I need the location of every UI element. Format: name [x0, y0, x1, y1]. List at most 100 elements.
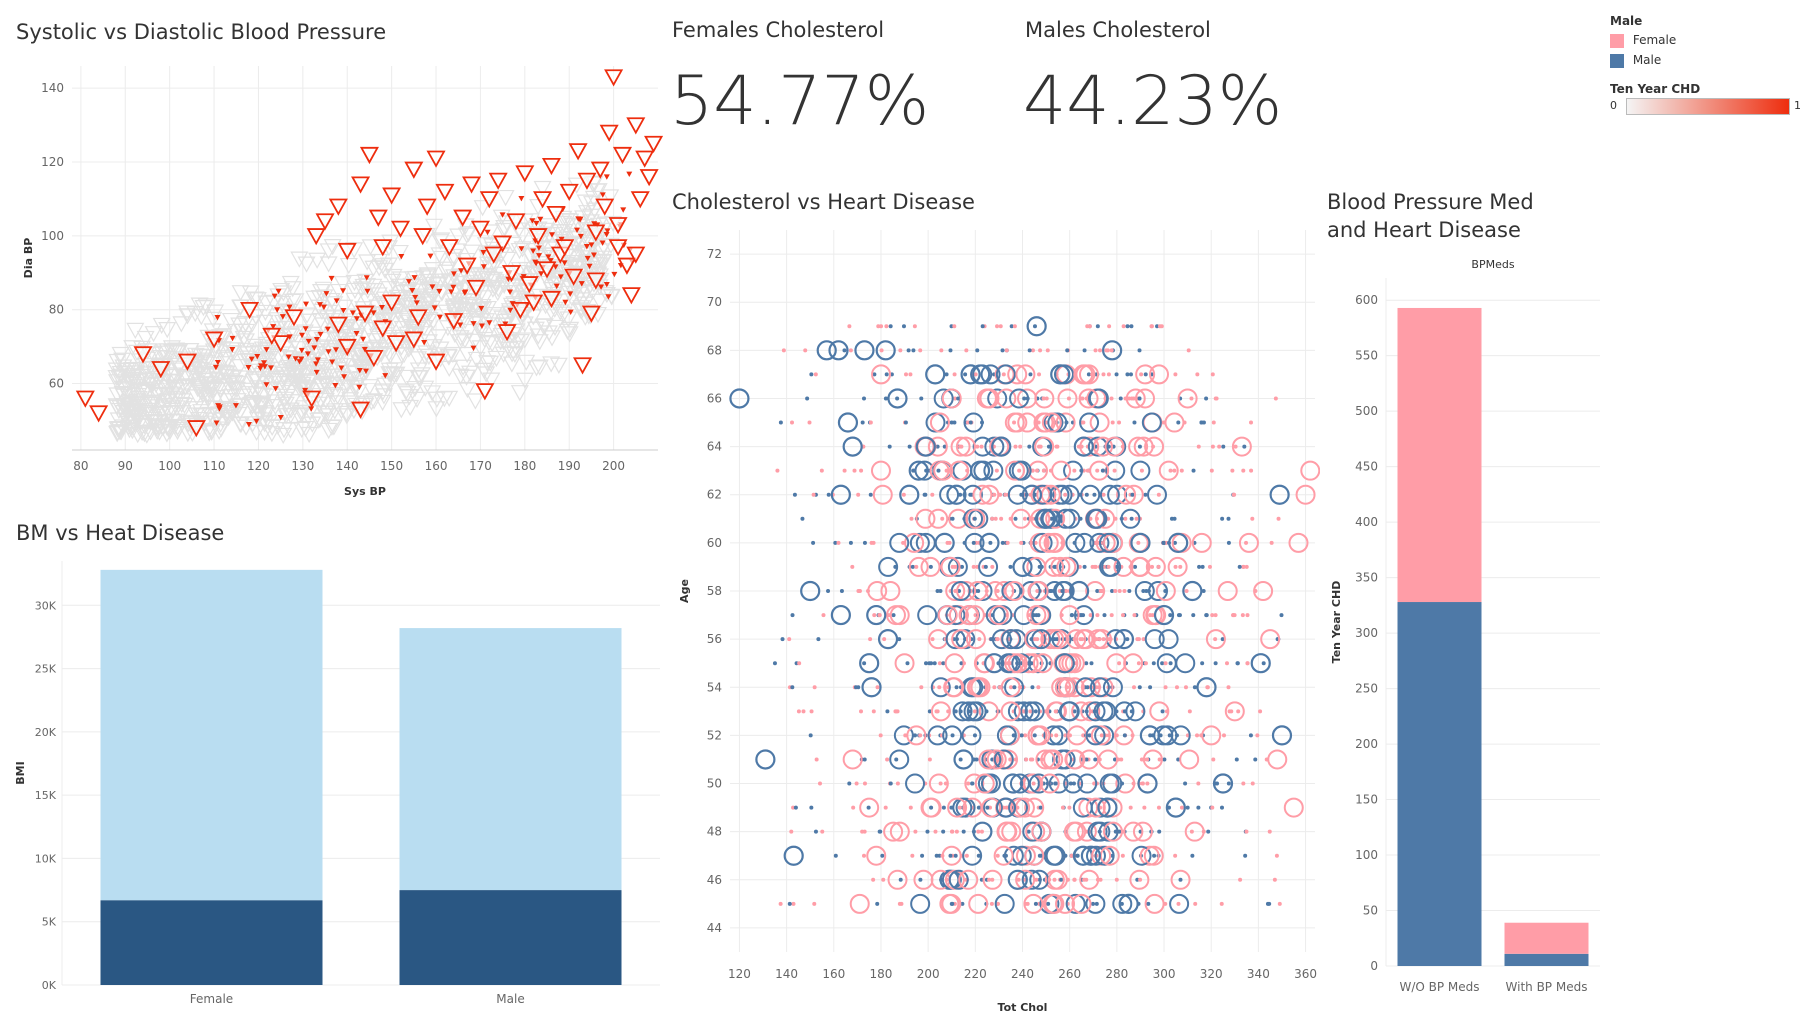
- chol-point-chd1: [1153, 725, 1174, 746]
- bp-point-chd0: [583, 284, 602, 301]
- chol-xtick-300: 300: [1153, 967, 1176, 981]
- bpmeds-xtick-1: With BP Meds: [1506, 980, 1588, 994]
- bp-point-chd1-small: [586, 263, 593, 270]
- bp-point-chd1: [328, 198, 348, 216]
- chol-point-chd0: [1135, 877, 1140, 882]
- chol-point-chd0: [898, 348, 903, 353]
- chol-point-female-chd1: [1158, 460, 1179, 481]
- chol-point-chd0: [1023, 733, 1028, 738]
- chol-point-chd0: [995, 324, 1000, 329]
- chol-point-chd1: [1007, 701, 1028, 722]
- chol-point-chd0: [871, 877, 876, 882]
- bp-point-chd0: [114, 388, 133, 405]
- chol-point-female-chd1: [979, 388, 1000, 409]
- bp-point-chd0: [423, 385, 442, 402]
- bp-point-chd1: [435, 183, 455, 201]
- chol-point-chd0: [1167, 733, 1172, 738]
- bp-point-chd0: [364, 278, 383, 295]
- bpmeds-bar-chart[interactable]: BPMeds0501001502002503003504004505005506…: [1320, 248, 1805, 1011]
- chol-point-male-chd1: [925, 364, 946, 385]
- bp-point-chd0: [547, 272, 566, 289]
- bp-point-chd1-small: [604, 228, 611, 234]
- chol-point-chd1: [1105, 460, 1126, 481]
- chol-point-female-chd1: [988, 605, 1009, 626]
- chol-point-chd0: [918, 733, 923, 738]
- chol-point-female-chd1: [913, 869, 934, 890]
- legend-item-male[interactable]: Male: [1610, 50, 1800, 70]
- chol-point-chd0: [975, 348, 980, 353]
- chol-point-chd0: [812, 685, 817, 690]
- chol-point-chd0: [1036, 685, 1041, 690]
- legend-item-female[interactable]: Female: [1610, 30, 1800, 50]
- chol-point-chd0: [1035, 468, 1040, 473]
- bp-point-chd1-small: [214, 315, 221, 321]
- chol-point-chd0: [1144, 589, 1149, 593]
- bpmeds-ytick-150: 150: [1355, 793, 1378, 807]
- bpmeds-bar-0-male: [1397, 602, 1482, 966]
- chol-point-chd0: [925, 829, 930, 834]
- chol-point-chd0: [888, 781, 893, 786]
- chol-point-chd1: [1015, 869, 1036, 890]
- bmi-chart-title: BM vs Heat Disease: [16, 521, 225, 545]
- chol-point-chd0: [914, 564, 919, 569]
- chol-point-chd0: [927, 757, 932, 762]
- chol-point-chd0: [882, 637, 887, 642]
- bp-point-chd1: [351, 401, 371, 419]
- bpmeds-ylabel: Ten Year CHD: [1330, 581, 1343, 664]
- chol-point-chd0: [1200, 564, 1205, 569]
- bp-point-chd0: [576, 194, 595, 211]
- chol-point-male-chd1: [755, 749, 776, 770]
- chol-point-chd0: [1201, 589, 1206, 593]
- bp-point-chd1: [586, 224, 606, 242]
- bp-point-chd0: [341, 392, 360, 409]
- chol-point-chd0: [1148, 733, 1153, 738]
- bp-point-chd0: [585, 175, 604, 192]
- chol-point-chd0: [1183, 685, 1188, 690]
- chol-point-chd0: [1059, 877, 1064, 882]
- chol-point-chd0: [937, 661, 942, 666]
- chol-point-chd0: [989, 901, 994, 906]
- chol-point-chd1: [1013, 701, 1034, 722]
- chol-point-chd0: [910, 853, 915, 858]
- chol-point-chd0: [1008, 564, 1013, 569]
- chol-point-chd1: [1005, 460, 1026, 481]
- chol-point-chd0: [1207, 564, 1212, 569]
- bp-point-chd1: [559, 183, 579, 201]
- bp-point-chd0: [466, 393, 485, 410]
- chol-point-chd0: [1196, 781, 1201, 786]
- bp-point-chd0: [525, 265, 544, 282]
- bp-point-chd0: [344, 364, 363, 381]
- bp-point-chd0: [312, 340, 331, 357]
- chol-point-chd0: [1201, 420, 1206, 425]
- chol-point-chd0: [787, 637, 792, 642]
- bp-point-chd1-small: [598, 284, 605, 290]
- chol-point-chd1: [1089, 412, 1110, 433]
- chol-point-chd1: [1054, 653, 1075, 674]
- chol-point-female-chd1: [974, 773, 995, 794]
- chol-point-chd1: [1043, 532, 1064, 553]
- bp-scatter-chart[interactable]: 80 90 100 110 120 130 140 150 160 170 180 190 200608…: [0, 58, 665, 508]
- bp-point-chd1: [133, 346, 153, 364]
- bp-point-chd0: [259, 414, 279, 431]
- bp-point-chd0: [207, 343, 226, 360]
- chol-point-female-chd1: [1295, 484, 1316, 505]
- chol-point-chd1: [979, 484, 1000, 505]
- bp-point-chd1: [404, 331, 424, 349]
- chol-point-chd0: [1178, 877, 1183, 882]
- chol-point-chd0: [1123, 516, 1128, 521]
- bp-point-chd0: [396, 310, 416, 327]
- chol-point-chd0: [1249, 420, 1254, 425]
- chol-point-chd0: [960, 901, 965, 906]
- chol-point-chd0: [803, 348, 808, 353]
- chol-point-chd0: [1137, 348, 1142, 353]
- chol-point-chd0: [1013, 516, 1018, 521]
- chol-point-chd0: [1185, 805, 1190, 810]
- chol-scatter-chart[interactable]: 120 140 160 180 200 220 240 260 280 300 320 340 3604…: [660, 220, 1320, 1011]
- chol-point-chd1: [1113, 556, 1134, 577]
- chol-point-chd1: [1133, 436, 1154, 457]
- chol-point-chd0: [868, 637, 873, 642]
- chol-point-chd1: [889, 532, 910, 553]
- chol-point-chd0: [907, 444, 912, 449]
- chol-point-chd0: [936, 468, 941, 473]
